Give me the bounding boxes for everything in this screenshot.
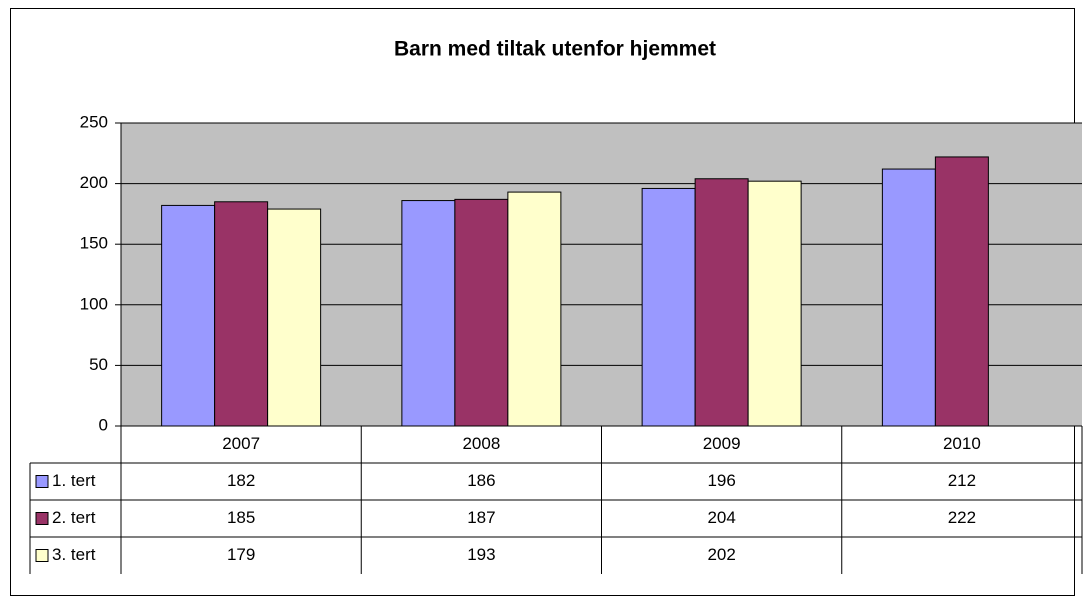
bar xyxy=(161,204,216,427)
bar xyxy=(267,208,322,427)
bar xyxy=(454,198,509,427)
x-tick-label: 2007 xyxy=(222,434,260,453)
legend-label: 3. tert xyxy=(52,545,96,564)
legend-label: 1. tert xyxy=(52,471,96,490)
legend-swatch xyxy=(35,512,49,525)
y-tick-label: 0 xyxy=(99,415,108,434)
table-value: 222 xyxy=(948,508,976,527)
chart-title: Barn med tiltak utenfor hjemmet xyxy=(394,38,716,61)
table-value: 212 xyxy=(948,471,976,490)
x-tick-label: 2009 xyxy=(703,434,741,453)
legend-swatch xyxy=(35,549,49,562)
y-tick-label: 200 xyxy=(80,173,108,192)
legend-swatch xyxy=(35,475,49,488)
bar xyxy=(214,201,269,427)
bar xyxy=(401,200,456,427)
bar xyxy=(881,168,936,427)
table-value: 193 xyxy=(467,545,495,564)
bar xyxy=(934,156,989,427)
y-tick-label: 250 xyxy=(80,112,108,131)
table-value: 185 xyxy=(227,508,255,527)
table-value: 202 xyxy=(707,545,735,564)
y-tick-label: 50 xyxy=(89,355,108,374)
table-value: 204 xyxy=(707,508,735,527)
bar xyxy=(747,180,802,427)
bar xyxy=(507,191,562,427)
table-value: 196 xyxy=(707,471,735,490)
table-value: 187 xyxy=(467,508,495,527)
x-tick-label: 2010 xyxy=(943,434,981,453)
y-tick-label: 150 xyxy=(80,234,108,253)
table-value: 182 xyxy=(227,471,255,490)
legend-label: 2. tert xyxy=(52,508,96,527)
x-tick-label: 2008 xyxy=(462,434,500,453)
bar xyxy=(641,187,696,427)
bar xyxy=(694,178,749,427)
y-tick-label: 100 xyxy=(80,294,108,313)
table-value: 179 xyxy=(227,545,255,564)
table-value: 186 xyxy=(467,471,495,490)
